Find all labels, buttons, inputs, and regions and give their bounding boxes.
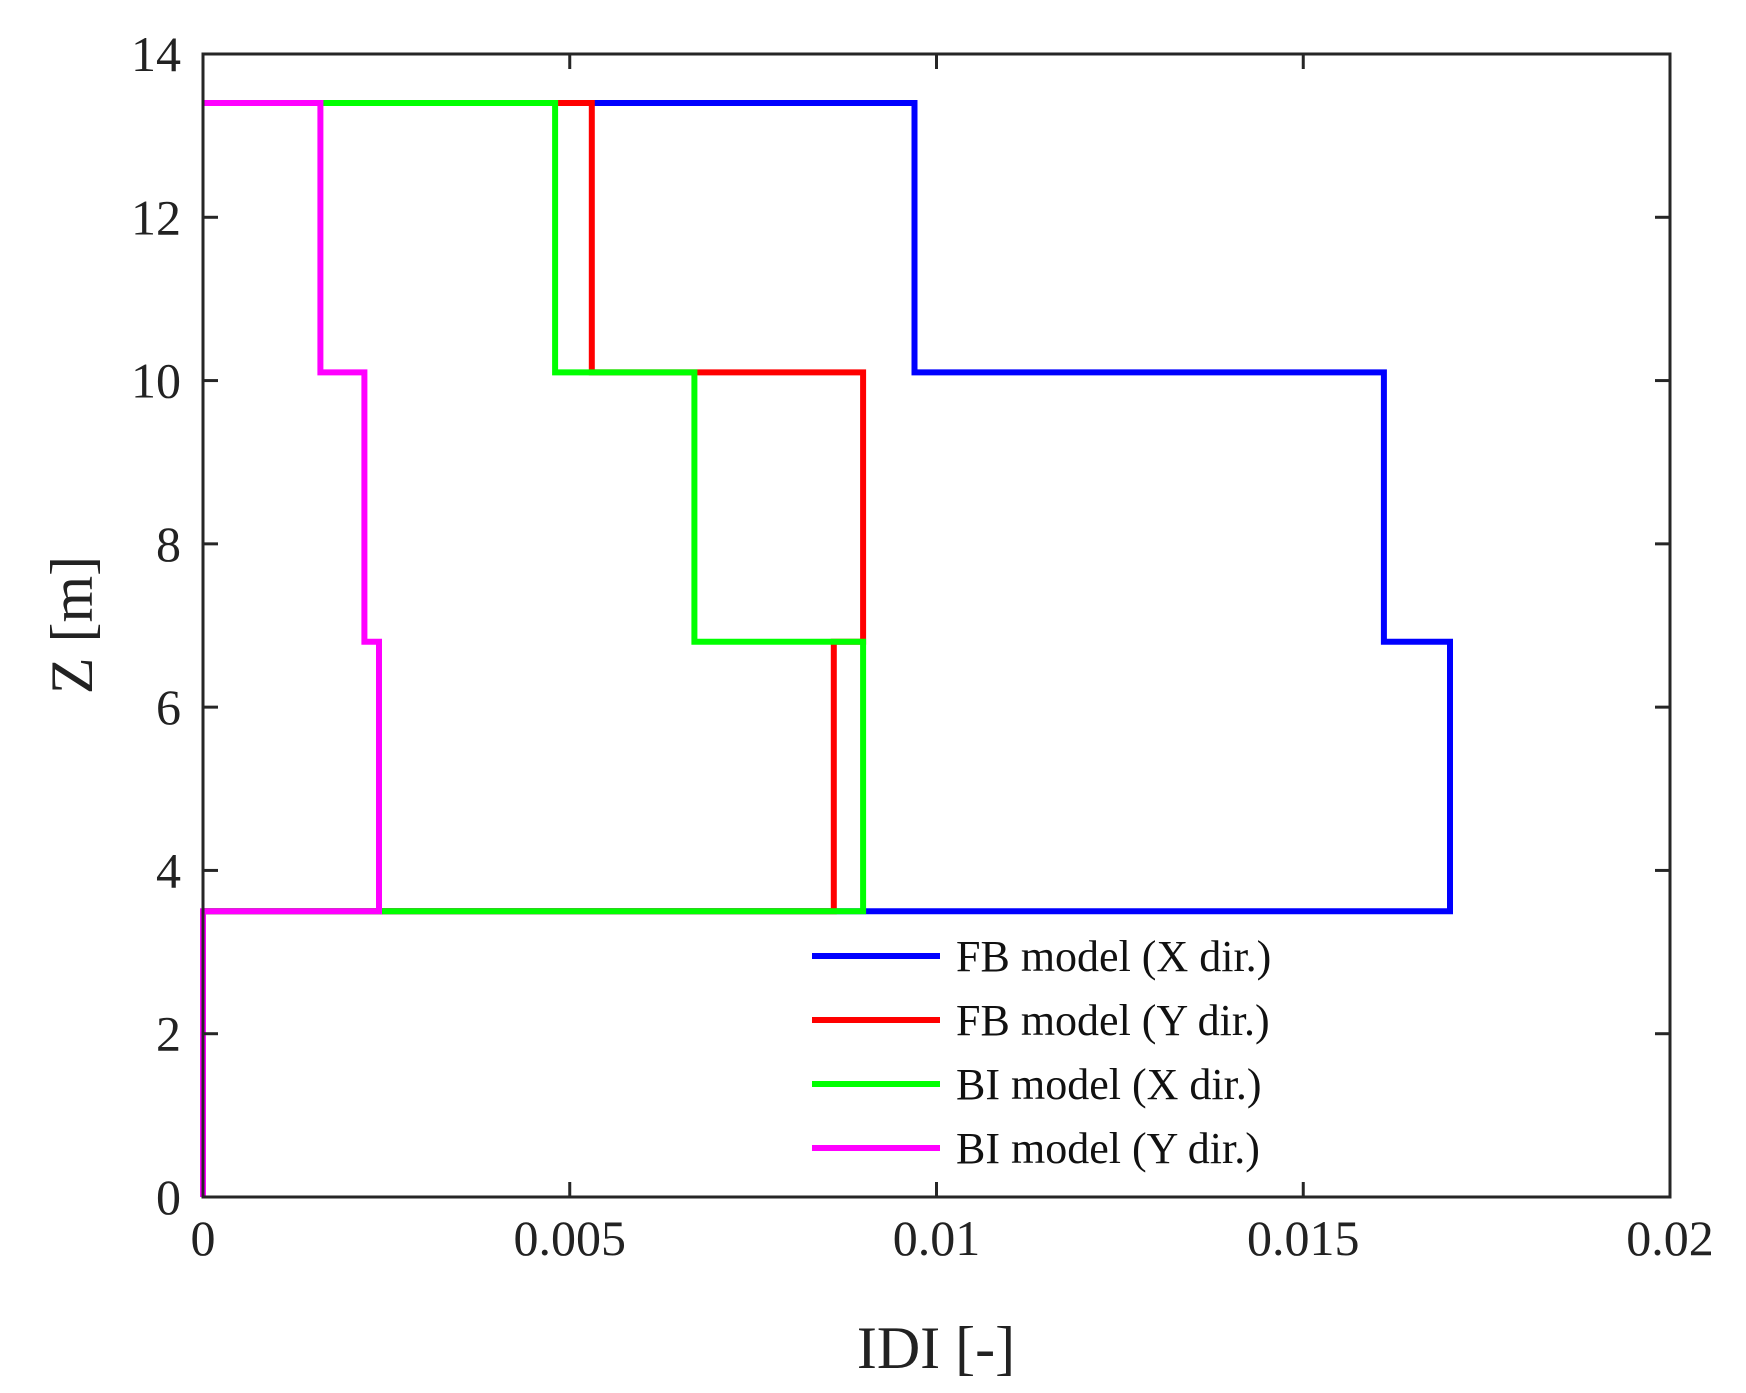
x-tick-label: 0 xyxy=(191,1210,216,1266)
y-axis-label: Z [m] xyxy=(39,556,105,694)
legend-label-4: BI model (Y dir.) xyxy=(956,1124,1260,1173)
x-tick-label: 0.015 xyxy=(1247,1210,1360,1266)
y-tick-label: 4 xyxy=(156,842,181,898)
y-tick-label: 14 xyxy=(131,26,181,82)
legend-label-3: BI model (X dir.) xyxy=(956,1060,1262,1109)
y-tick-label: 10 xyxy=(131,353,181,409)
tick-layer: 0 0.005 0.01 0.015 0.02 0 2 4 6 8 10 12 14 xyxy=(131,26,1714,1266)
y-tick-label: 12 xyxy=(131,189,181,245)
series-line-4 xyxy=(200,100,382,1197)
y-tick-label: 8 xyxy=(156,516,181,572)
x-tick-label: 0.01 xyxy=(893,1210,981,1266)
x-axis-label: IDI [-] xyxy=(857,1315,1015,1381)
legend-label-2: FB model (Y dir.) xyxy=(956,996,1270,1045)
legend: FB model (X dir.) FB model (Y dir.) BI mod… xyxy=(795,924,1340,1174)
series-line-3 xyxy=(203,100,867,915)
y-tick-label: 2 xyxy=(156,1006,181,1062)
x-tick-label: 0.005 xyxy=(514,1210,627,1266)
x-tick-label: 0.02 xyxy=(1626,1210,1714,1266)
series-line-2 xyxy=(203,100,867,915)
series-line-1 xyxy=(203,100,1453,915)
y-tick-label: 6 xyxy=(156,679,181,735)
y-tick-label: 0 xyxy=(156,1169,181,1225)
legend-label-1: FB model (X dir.) xyxy=(956,932,1271,981)
legend-box xyxy=(795,924,1340,1174)
series-layer xyxy=(200,100,1453,1197)
